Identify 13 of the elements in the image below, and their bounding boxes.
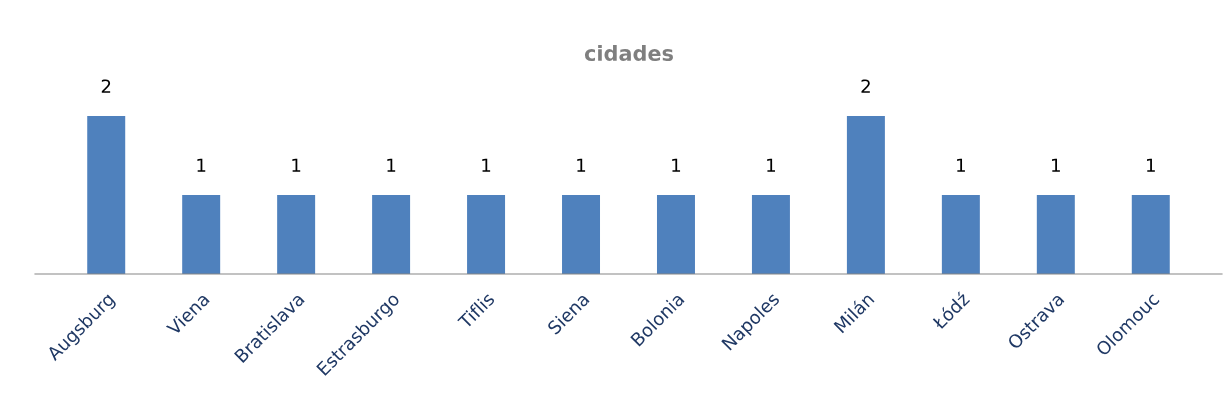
data-label: 1 (577, 158, 586, 172)
data-label: 2 (101, 79, 111, 93)
data-label: 1 (1147, 158, 1155, 172)
chart-title: cidades (584, 44, 673, 62)
data-label: 1 (387, 158, 396, 172)
data-label: 1 (1052, 158, 1060, 172)
data-label: 1 (672, 158, 681, 172)
data-label: 1 (197, 158, 206, 172)
data-label: 1 (957, 158, 965, 172)
data-label: 1 (482, 158, 491, 172)
data-label: 2 (861, 79, 870, 93)
data-label: 1 (292, 158, 301, 172)
data-label: 1 (767, 158, 776, 172)
